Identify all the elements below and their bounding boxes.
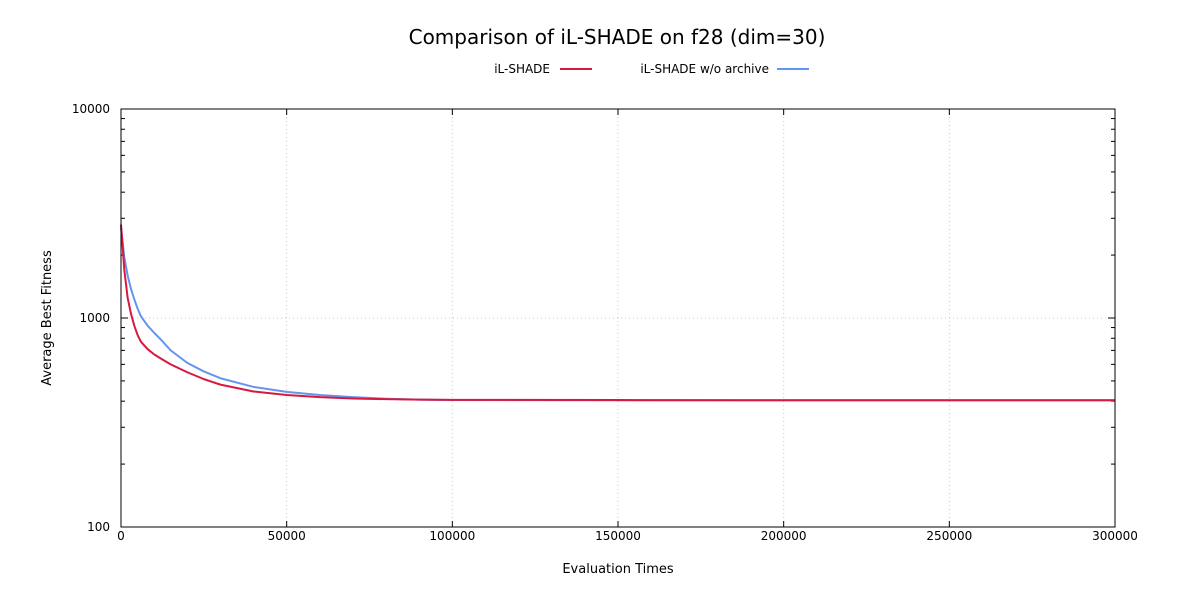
- axis-ticks: 0 50000 100000 150000 200000 250000 300000 100 1…: [72, 102, 1138, 543]
- series-layer: [120, 224, 1115, 402]
- x-tick-label: 250000: [926, 529, 972, 543]
- grid: [121, 109, 1115, 527]
- plot-frame: [120, 108, 1116, 528]
- legend-label-series-2: iL-SHADE w/o archive: [640, 62, 769, 76]
- y-axis-label: Average Best Fitness: [40, 250, 55, 386]
- legend: iL-SHADE iL-SHADE w/o archive: [494, 62, 809, 76]
- chart-title: Comparison of iL-SHADE on f28 (dim=30): [409, 25, 826, 49]
- x-tick-label: 150000: [595, 529, 641, 543]
- x-tick-label: 300000: [1092, 529, 1138, 543]
- y-tick-label: 10000: [72, 102, 110, 116]
- x-tick-label: 100000: [429, 529, 475, 543]
- x-tick-label: 50000: [268, 529, 306, 543]
- series-line-1: [120, 224, 1115, 402]
- x-axis-label: Evaluation Times: [562, 562, 674, 577]
- legend-label-series-1: iL-SHADE: [494, 62, 550, 76]
- y-tick-label: 1000: [79, 311, 110, 325]
- y-tick-label: 100: [87, 520, 110, 534]
- x-tick-label: 0: [117, 529, 125, 543]
- x-tick-label: 200000: [761, 529, 807, 543]
